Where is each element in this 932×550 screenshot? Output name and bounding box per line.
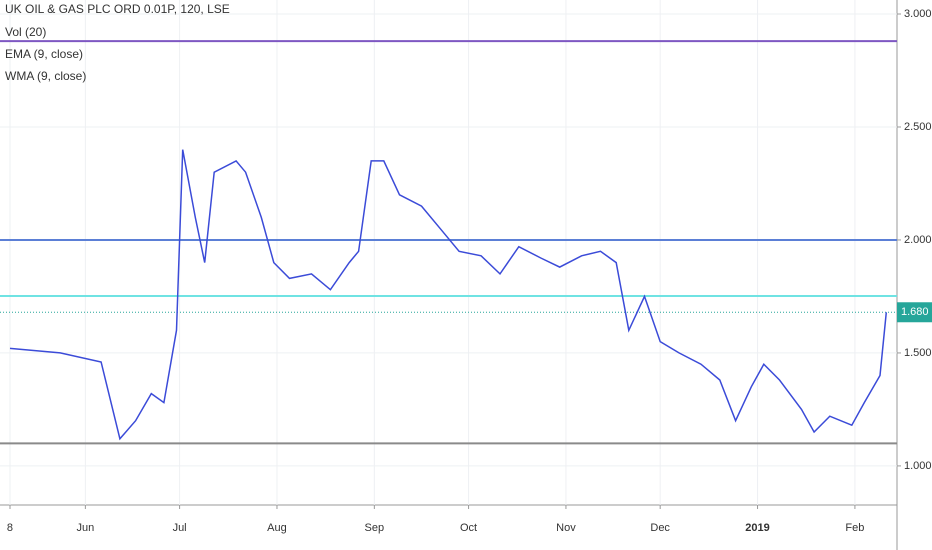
x-tick-label: Oct	[460, 522, 477, 534]
last-price-badge	[897, 302, 932, 323]
y-tick-label: 2.000	[904, 234, 932, 246]
x-tick-label: 8	[7, 522, 13, 534]
y-tick-label: 3.000	[904, 8, 932, 20]
chart-title: UK OIL & GAS PLC ORD 0.01P, 120, LSE	[5, 2, 230, 16]
legend-item: Vol (20)	[5, 25, 46, 39]
legend-item: EMA (9, close)	[5, 47, 83, 61]
last-price-label: 1.680	[901, 306, 929, 318]
x-tick-label: Dec	[650, 522, 670, 534]
legend: UK OIL & GAS PLC ORD 0.01P, 120, LSE Vol…	[5, 2, 230, 83]
y-tick-label: 1.000	[904, 460, 932, 472]
x-tick-label: Feb	[845, 522, 864, 534]
x-tick-label: Nov	[556, 522, 576, 534]
legend-item: WMA (9, close)	[5, 69, 86, 83]
y-tick-label: 2.500	[904, 121, 932, 133]
y-tick-label: 1.500	[904, 347, 932, 359]
x-tick-label: Jun	[76, 522, 94, 534]
x-tick-label: Sep	[365, 522, 385, 534]
x-tick-label: Aug	[267, 522, 287, 534]
x-tick-label: 2019	[745, 522, 769, 534]
x-tick-label: Jul	[173, 522, 187, 534]
price-line	[9, 149, 888, 441]
